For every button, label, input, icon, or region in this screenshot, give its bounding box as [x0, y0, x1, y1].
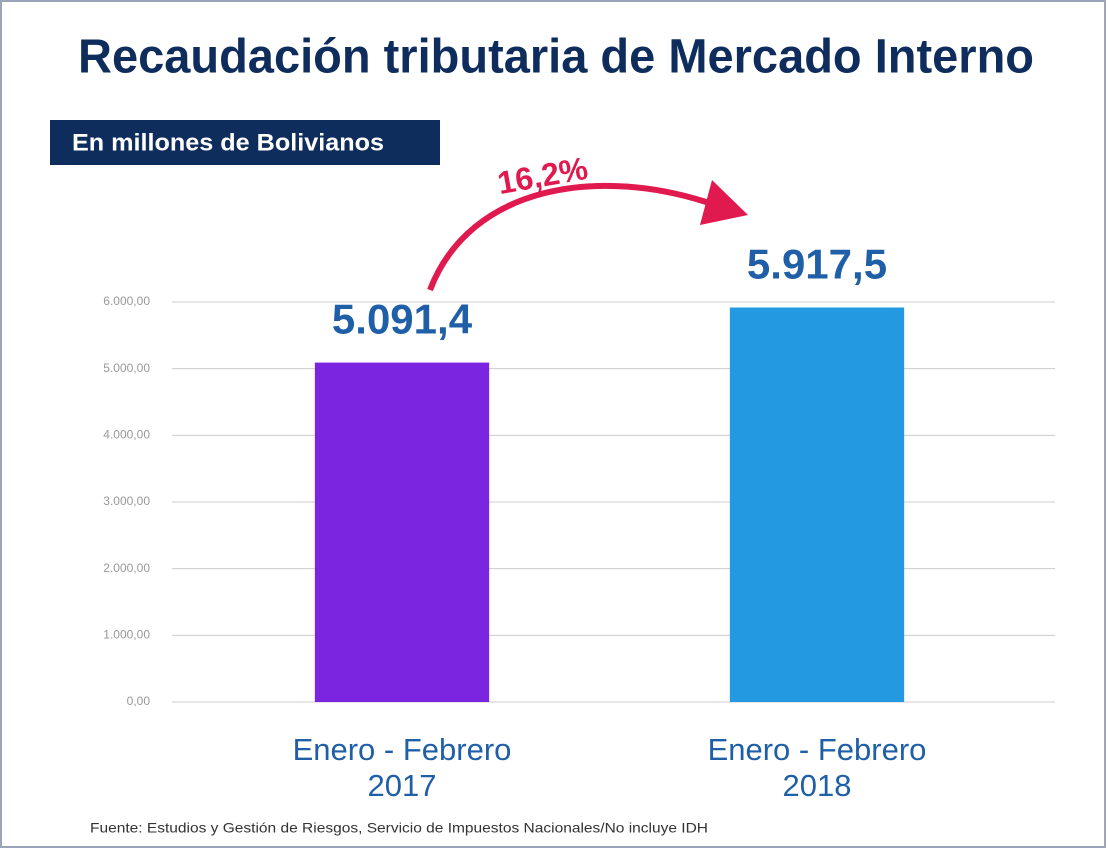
y-tick-label: 0,00 [127, 694, 151, 708]
y-tick-label: 1.000,00 [103, 628, 150, 642]
x-tick-label: Enero - Febrero 2017 [292, 732, 512, 803]
chart-title: Recaudación tributaria de Mercado Intern… [78, 31, 1034, 84]
value-label: 5.917,5 [747, 241, 887, 288]
bar [729, 307, 905, 702]
y-tick-label: 2.000,00 [103, 561, 150, 575]
y-tick-label: 3.000,00 [103, 494, 150, 508]
y-tick-label: 5.000,00 [103, 361, 150, 375]
arrow [427, 182, 716, 292]
subtitle-box [50, 120, 440, 165]
y-tick-label: 4.000,00 [103, 428, 150, 442]
value-label: 5.091,4 [332, 296, 473, 343]
x-tick-label: Enero - Febrero 2018 [707, 732, 927, 803]
y-tick-label: 6.000,00 [103, 294, 150, 308]
arrow-head [700, 180, 748, 225]
bar [314, 362, 490, 702]
annotation: 16,2% [495, 150, 591, 201]
subtitle: En millones de Bolivianos [72, 129, 384, 156]
source: Fuente: Estudios y Gestión de Riesgos, S… [90, 820, 708, 836]
